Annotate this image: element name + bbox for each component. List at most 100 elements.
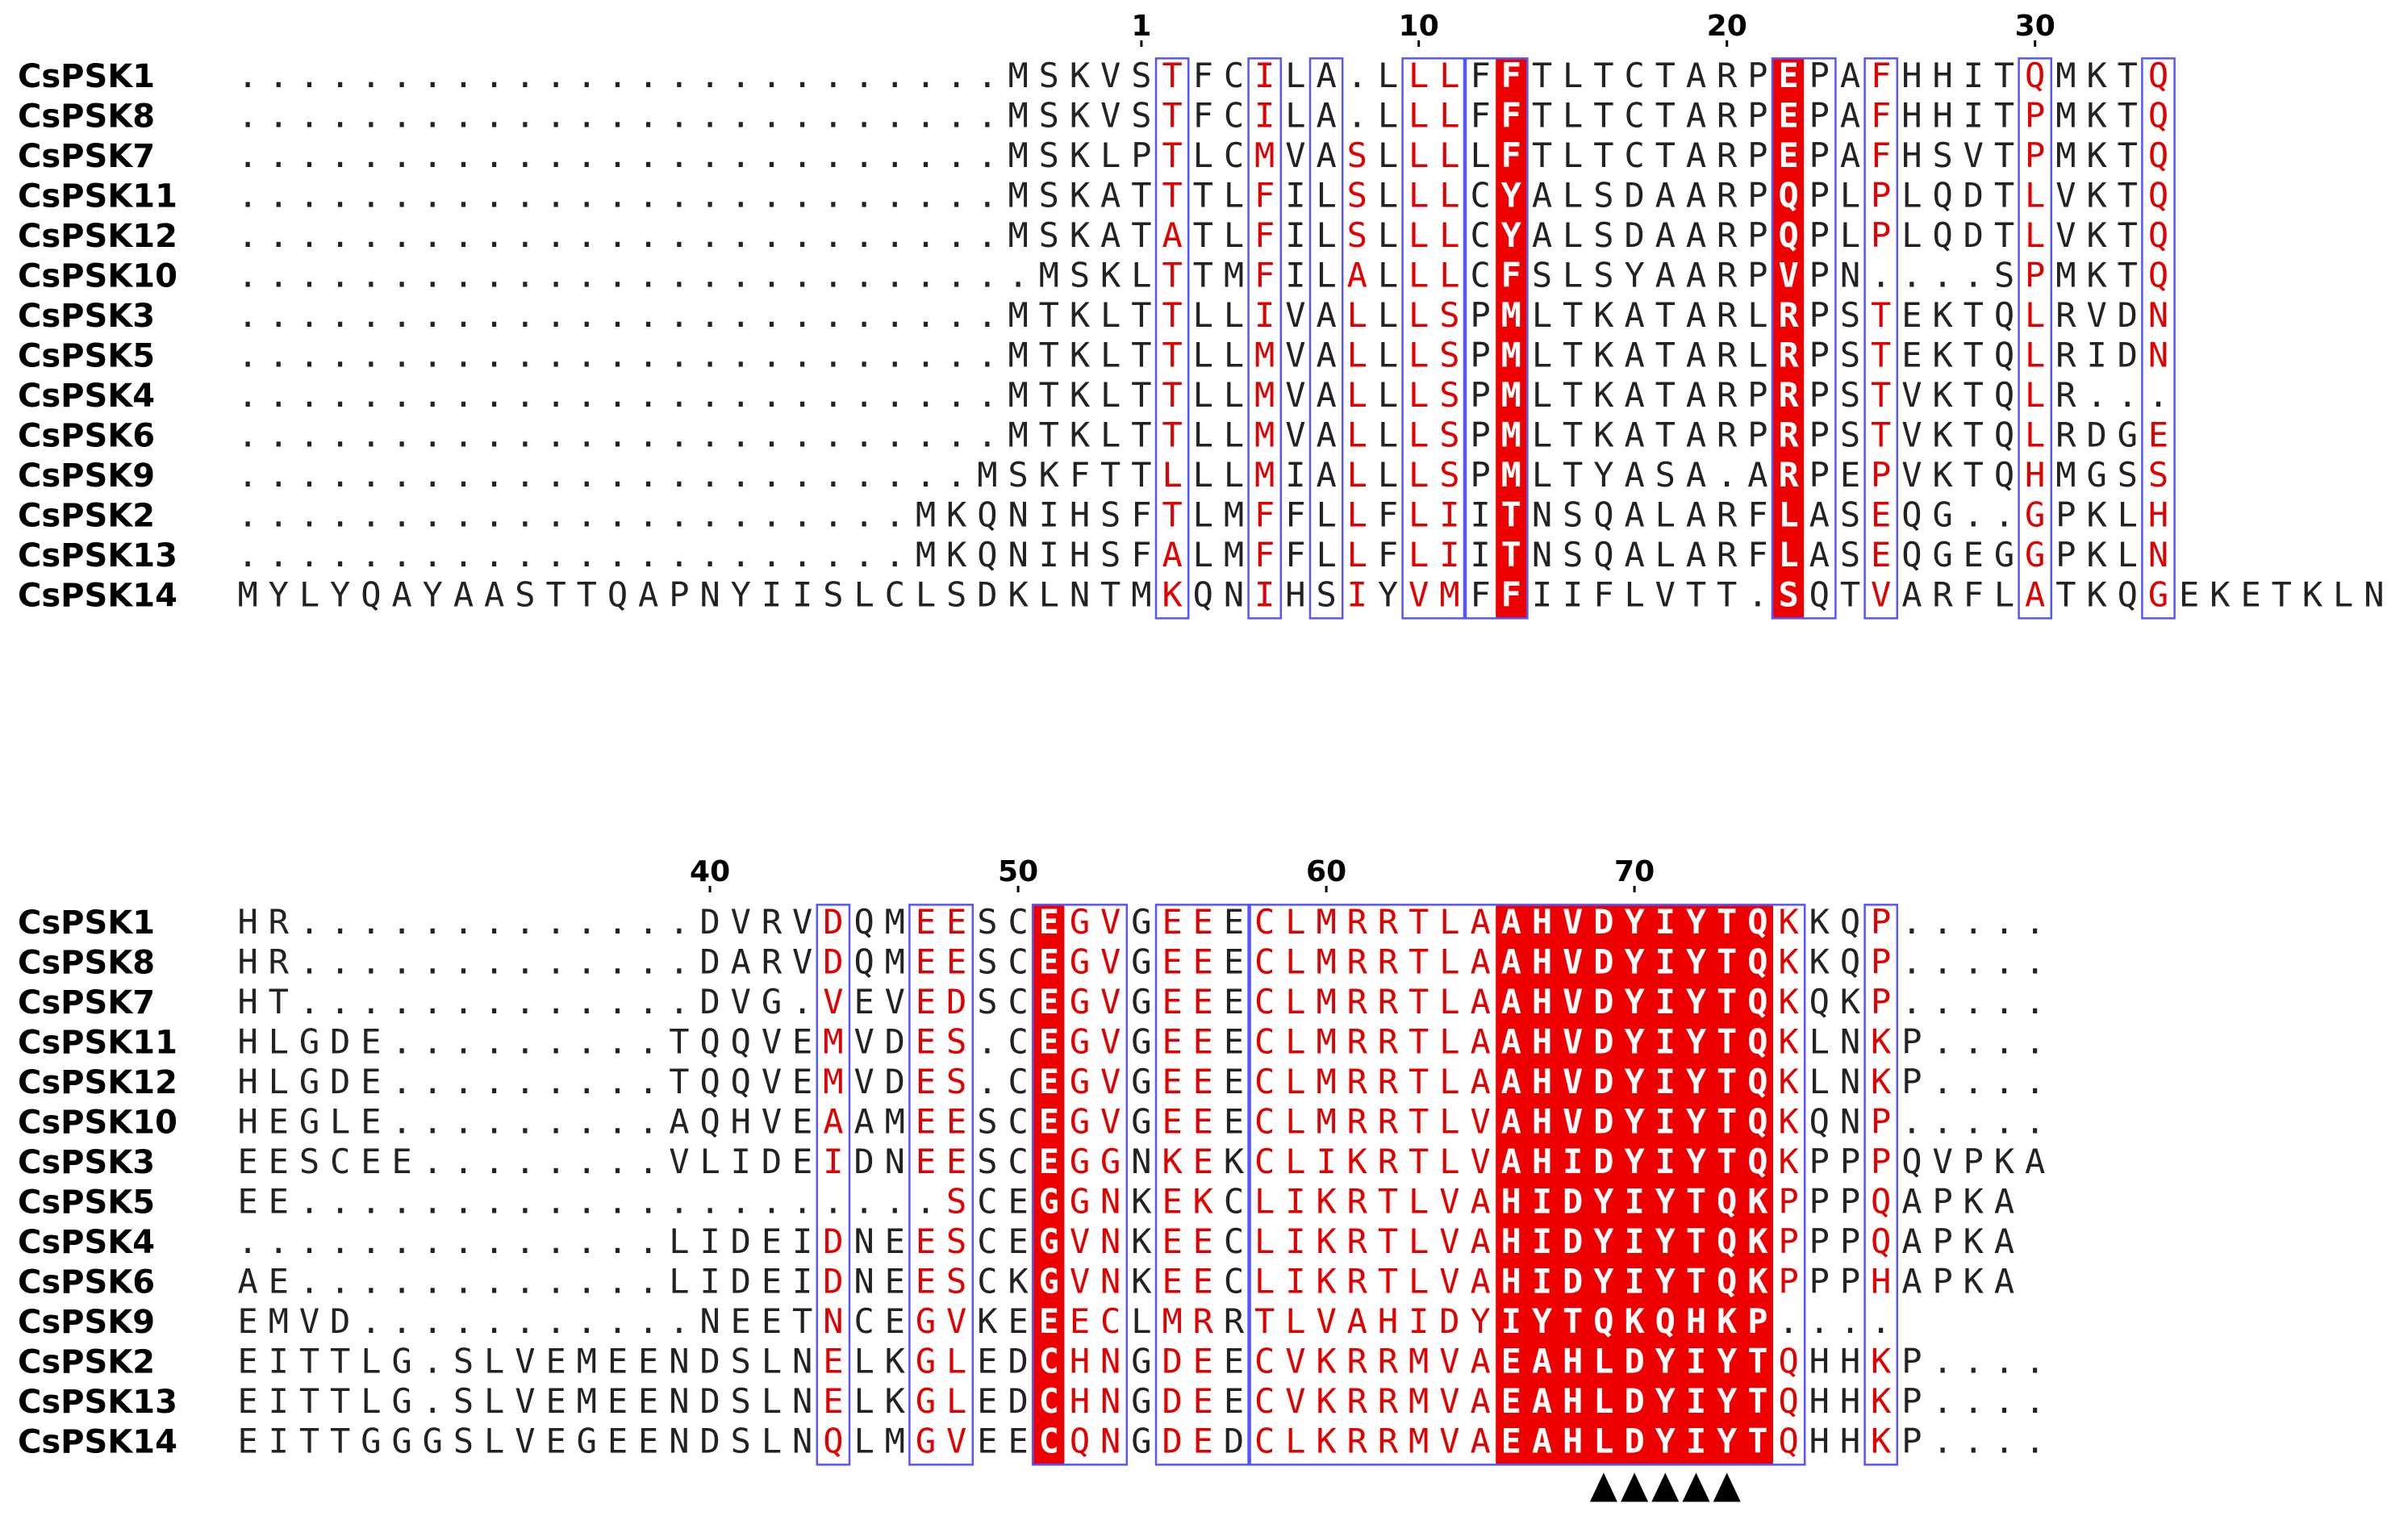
residue: Y: [1593, 455, 1613, 495]
residue: K: [1871, 1381, 1892, 1421]
residue: G: [299, 1022, 319, 1062]
residue: L: [1039, 575, 1059, 615]
residue: .: [1932, 982, 1952, 1021]
residue: D: [1008, 1381, 1028, 1421]
position-tick: [2034, 40, 2037, 47]
residue: Y: [269, 575, 289, 615]
residue: F: [1285, 535, 1305, 574]
residue: .: [946, 455, 966, 495]
residue: R: [1717, 495, 1738, 535]
residue: .: [577, 1262, 597, 1301]
residue: .: [269, 136, 289, 175]
residue: .: [361, 416, 381, 455]
residue: .: [423, 256, 443, 295]
residue: I: [2086, 336, 2106, 375]
residue: .: [330, 96, 350, 136]
residue: E: [269, 1142, 289, 1181]
residue: .: [515, 1102, 535, 1142]
residue: Y: [1717, 1422, 1738, 1461]
residue: R: [1224, 1301, 1245, 1341]
residue: L: [1532, 416, 1552, 455]
residue: V: [2055, 176, 2076, 215]
residue: E: [545, 1342, 565, 1381]
residue: .: [699, 56, 720, 95]
residue: .: [1994, 902, 2014, 942]
residue: T: [1162, 495, 1182, 535]
residue: T: [1100, 455, 1121, 495]
residue: .: [515, 982, 535, 1021]
residue: H: [1532, 1062, 1552, 1101]
residue: S: [1563, 495, 1583, 535]
residue: I: [1964, 96, 1984, 136]
residue: Y: [1686, 1142, 1707, 1181]
residue: E: [237, 1142, 257, 1181]
residue: R: [762, 902, 782, 942]
residue: T: [1193, 176, 1213, 215]
residue: Q: [1932, 215, 1952, 255]
residue: L: [1347, 455, 1367, 495]
residue: K: [1778, 982, 1799, 1021]
residue: .: [853, 136, 874, 175]
residue: E: [1039, 982, 1059, 1021]
residue: .: [669, 982, 689, 1021]
residue: .: [545, 56, 565, 95]
residue: K: [1070, 416, 1091, 455]
residue: .: [638, 1142, 658, 1181]
residue: .: [1932, 1381, 1952, 1421]
conservation-box: [1247, 57, 1283, 620]
residue: N: [1532, 535, 1552, 574]
residue: L: [1285, 1301, 1305, 1341]
residue: N: [792, 1342, 812, 1381]
residue: A: [1316, 56, 1336, 95]
conservation-box: [908, 904, 974, 1466]
residue: A: [1686, 375, 1706, 415]
residue: A: [1686, 336, 1706, 375]
residue: M: [885, 1422, 905, 1461]
residue: E: [1501, 1342, 1521, 1381]
residue: K: [1039, 455, 1060, 495]
residue: F: [1131, 495, 1151, 535]
residue: N: [669, 1342, 689, 1381]
residue: .: [391, 1262, 411, 1301]
residue: T: [330, 1381, 350, 1421]
residue: .: [792, 56, 812, 95]
residue: S: [1439, 336, 1459, 375]
residue: .: [484, 416, 504, 455]
residue: .: [391, 56, 411, 95]
residue: L: [1439, 982, 1459, 1021]
residue: .: [853, 295, 874, 335]
residue: K: [1624, 1301, 1645, 1341]
residue: A: [1470, 1182, 1490, 1222]
residue: D: [1593, 982, 1613, 1021]
residue: K: [946, 495, 967, 535]
residue: E: [391, 1142, 411, 1181]
residue: .: [1932, 1422, 1952, 1461]
residue: E: [762, 1222, 782, 1261]
residue: M: [1162, 1301, 1182, 1341]
residue: .: [453, 336, 474, 375]
residue: K: [1871, 1342, 1892, 1381]
residue: A: [1347, 1301, 1367, 1341]
residue: I: [1285, 256, 1305, 295]
residue: S: [515, 575, 535, 615]
residue: K: [1008, 1262, 1029, 1301]
residue: D: [853, 1142, 874, 1181]
residue: H: [2025, 455, 2045, 495]
residue: A: [1994, 1262, 2014, 1301]
residue: P: [1809, 455, 1830, 495]
residue: C: [1254, 1062, 1275, 1101]
residue: R: [1347, 1262, 1368, 1301]
residue: C: [1100, 1301, 1121, 1341]
residue: L: [1316, 256, 1336, 295]
residue: T: [1193, 256, 1213, 295]
residue: A: [1532, 1422, 1552, 1461]
residue: E: [1193, 1022, 1213, 1062]
residue: .: [484, 1262, 504, 1301]
residue: D: [2086, 416, 2106, 455]
residue: .: [391, 902, 411, 942]
residue: L: [1655, 495, 1676, 535]
residue: K: [1932, 416, 1953, 455]
residue: .: [577, 295, 597, 335]
identical-column-highlight: [1496, 58, 1527, 619]
residue: .: [484, 1062, 504, 1101]
